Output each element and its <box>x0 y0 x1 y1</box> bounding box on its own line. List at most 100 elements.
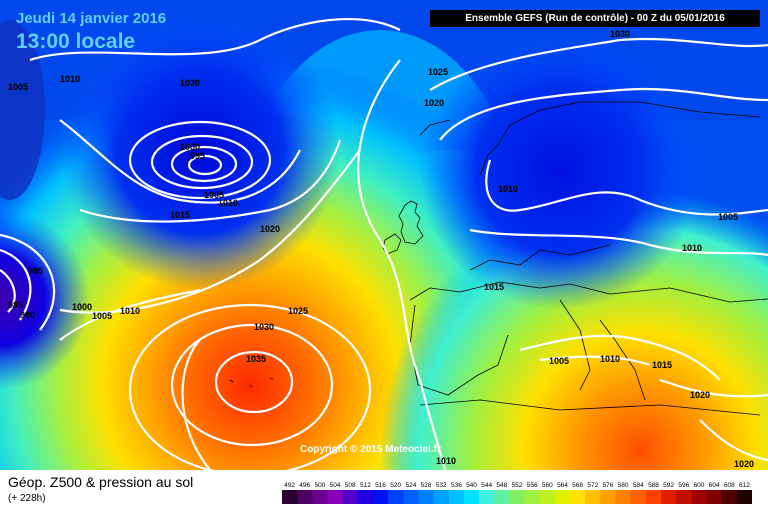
isobar-label: 1030 <box>610 29 630 39</box>
scale-label: 532 <box>436 482 447 489</box>
scale-swatch <box>509 490 525 504</box>
scale-swatch <box>463 490 480 504</box>
weather-map: 1030 1030 1025 1020 1010 1005 1000 995 1… <box>0 0 768 470</box>
scale-label: 516 <box>375 482 386 489</box>
scale-swatch <box>312 490 328 504</box>
scale-swatch <box>721 490 738 504</box>
scale-label: 604 <box>709 482 720 489</box>
isobar-label: 1025 <box>288 306 308 316</box>
scale-swatch <box>554 490 571 504</box>
scale-swatch <box>327 490 343 504</box>
scale-label: 512 <box>360 482 371 489</box>
scale-label: 508 <box>345 482 356 489</box>
scale-swatch <box>600 490 616 504</box>
legend-subtitle: (+ 228h) <box>8 493 46 504</box>
isobar-label: 1030 <box>180 78 200 88</box>
isobar-label: 1015 <box>652 360 672 370</box>
scale-label: 524 <box>405 482 416 489</box>
isobar-label: 1015 <box>170 210 190 220</box>
scale-label: 552 <box>512 482 523 489</box>
scale-swatch <box>630 490 647 504</box>
copyright-text: Copyright © 2015 Meteociel.fr <box>300 444 441 455</box>
isobar-label: 1010 <box>436 456 456 466</box>
isobar-label: 1030 <box>254 322 274 332</box>
scale-label: 612 <box>739 482 750 489</box>
isobar-label: 1020 <box>424 98 444 108</box>
scale-swatch <box>706 490 722 504</box>
scale-swatch <box>388 490 404 504</box>
isobar-label: 990 <box>20 310 35 320</box>
scale-swatch <box>570 490 586 504</box>
scale-swatch <box>539 490 556 504</box>
scale-label: 496 <box>299 482 310 489</box>
isobar-label: 1005 <box>8 82 28 92</box>
scale-label: 600 <box>693 482 704 489</box>
isobar-label: 1020 <box>734 459 754 469</box>
scale-label: 492 <box>284 482 295 489</box>
isobar-label: 1005 <box>549 356 569 366</box>
isobar-label: 1035 <box>246 354 266 364</box>
scale-label: 528 <box>421 482 432 489</box>
scale-swatch <box>403 490 419 504</box>
isobar-label: 995 <box>28 266 43 276</box>
isobar-label: 995 <box>190 151 205 161</box>
scale-swatch <box>676 490 692 504</box>
scale-swatch <box>736 490 752 504</box>
scale-label: 556 <box>527 482 538 489</box>
scale-swatch <box>448 490 465 504</box>
isobar-label: 1010 <box>600 354 620 364</box>
isobar-label: 1010 <box>682 243 702 253</box>
scale-label: 588 <box>648 482 659 489</box>
scale-swatch <box>524 490 541 504</box>
scale-label: 576 <box>603 482 614 489</box>
scale-label: 548 <box>496 482 507 489</box>
scale-label: 504 <box>330 482 341 489</box>
scale-label: 596 <box>678 482 689 489</box>
isobar-label: 1025 <box>428 67 448 77</box>
isobar-label: 1010 <box>498 184 518 194</box>
scale-label: 584 <box>633 482 644 489</box>
isobar-label: 985 <box>8 300 23 310</box>
scale-swatch <box>494 490 510 504</box>
scale-swatch <box>479 490 495 504</box>
scale-label: 520 <box>390 482 401 489</box>
scale-swatch <box>282 490 298 504</box>
scale-label: 544 <box>481 482 492 489</box>
isobar-label: 1005 <box>204 190 224 200</box>
scale-label: 560 <box>542 482 553 489</box>
scale-label: 568 <box>572 482 583 489</box>
scale-label: 540 <box>466 482 477 489</box>
legend-title: Géop. Z500 & pression au sol <box>8 474 194 490</box>
scale-label: 572 <box>587 482 598 489</box>
forecast-date: Jeudi 14 janvier 2016 <box>16 10 167 27</box>
scale-label: 536 <box>451 482 462 489</box>
scale-swatch <box>342 490 359 504</box>
isobar-label: 1000 <box>180 142 200 152</box>
scale-label: 580 <box>618 482 629 489</box>
scale-label: 608 <box>724 482 735 489</box>
isobar-label: 1015 <box>484 282 504 292</box>
scale-swatch <box>661 490 677 504</box>
scale-swatch <box>645 490 662 504</box>
scale-label: 500 <box>314 482 325 489</box>
isobar-label: 1010 <box>60 74 80 84</box>
run-info-banner: Ensemble GEFS (Run de contrôle) - 00 Z d… <box>430 10 760 27</box>
scale-swatch <box>297 490 313 504</box>
isobar-label: 1020 <box>690 390 710 400</box>
scale-swatch <box>418 490 434 504</box>
color-scale: 492 496 500 504 508 512 516 520 524 528 532 536 540 5… <box>282 482 752 504</box>
scale-swatch <box>585 490 601 504</box>
isobars <box>0 17 768 470</box>
isobar-label: 1010 <box>120 306 140 316</box>
isobar-label: 1010 <box>218 198 238 208</box>
isobar-label: 1005 <box>718 212 738 222</box>
forecast-time: 13:00 locale <box>16 30 136 53</box>
scale-label: 564 <box>557 482 568 489</box>
isobar-label: 1020 <box>260 224 280 234</box>
scale-swatch <box>691 490 707 504</box>
isobar-label: 1005 <box>92 311 112 321</box>
scale-swatch <box>373 490 389 504</box>
scale-label: 592 <box>663 482 674 489</box>
scale-swatch <box>615 490 631 504</box>
scale-swatch <box>433 490 450 504</box>
